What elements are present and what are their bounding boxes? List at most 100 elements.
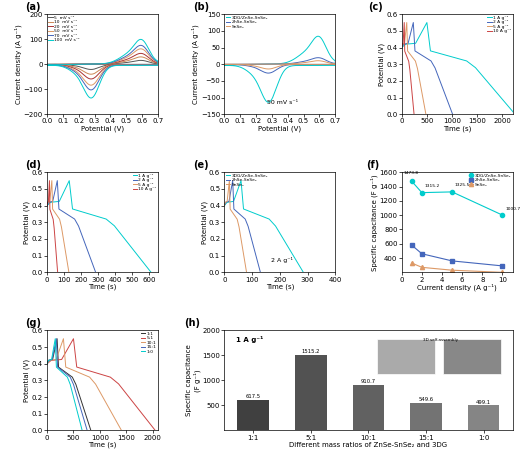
Line: ZnSe-SnSe₂: ZnSe-SnSe₂ — [224, 58, 335, 73]
1 A g⁻¹ — [512, 112, 518, 117]
1 A g⁻¹ — [79, 209, 86, 215]
20  mV s⁻¹ — [140, 51, 146, 57]
1 A g⁻¹ — [402, 42, 408, 48]
15:1 — [69, 379, 75, 385]
ZnSe-SnSe₂ — [259, 61, 265, 67]
10:1 — [44, 361, 50, 367]
Legend: 3DG/ZnSe-SnSe₂, ZnSe-SnSe₂, SnSe₂: 3DG/ZnSe-SnSe₂, ZnSe-SnSe₂, SnSe₂ — [225, 15, 268, 29]
70  mV s⁻¹ — [119, 56, 125, 61]
Text: 1315.2: 1315.2 — [425, 184, 440, 188]
10 A g⁻¹ — [44, 203, 50, 209]
2 A g⁻¹ — [62, 210, 69, 216]
Text: 549.6: 549.6 — [418, 397, 434, 402]
10 A g⁻¹ — [48, 209, 54, 215]
Text: (a): (a) — [25, 2, 40, 12]
5 A g⁻¹ — [66, 270, 72, 275]
Line: 5 A g⁻¹: 5 A g⁻¹ — [402, 23, 426, 114]
SnSe₂ — [238, 241, 245, 246]
Y-axis label: Potential (V): Potential (V) — [24, 201, 30, 244]
2 A g⁻¹ — [61, 209, 67, 215]
1 A g⁻¹ — [109, 221, 115, 227]
SnSe₂ — [221, 203, 228, 209]
ZnSe-SnSe₂ — [315, 55, 321, 61]
Line: 5:1: 5:1 — [47, 339, 155, 430]
3DG/ZnSe-SnSe₂ — [270, 221, 277, 227]
Y-axis label: Potential (V): Potential (V) — [201, 201, 208, 244]
SnSe₂ — [326, 61, 333, 67]
X-axis label: Time (s): Time (s) — [88, 284, 117, 290]
Line: 1:1: 1:1 — [47, 339, 91, 430]
5  mV s⁻¹ — [149, 61, 155, 67]
Line: 3DG/ZnSe-SnSe₂: 3DG/ZnSe-SnSe₂ — [224, 36, 335, 102]
15:1 — [58, 367, 64, 373]
100  mV s⁻¹ — [88, 95, 94, 101]
10  mV s⁻¹ — [138, 54, 144, 60]
2 A g⁻¹ — [82, 241, 88, 246]
5 A g⁻¹ — [44, 200, 51, 206]
50  mV s⁻¹ — [81, 61, 87, 67]
Line: 50  mV s⁻¹: 50 mV s⁻¹ — [47, 49, 158, 85]
Line: 10:1: 10:1 — [47, 339, 121, 430]
2 A g⁻¹ — [418, 53, 425, 58]
5:1 — [47, 358, 53, 364]
70  mV s⁻¹ — [140, 44, 146, 49]
ZnSe-SnSe₂ — [296, 60, 302, 65]
5:1 — [130, 399, 136, 405]
10  mV s⁻¹ — [149, 61, 155, 67]
50  mV s⁻¹ — [44, 62, 50, 68]
10  mV s⁻¹ — [44, 61, 50, 67]
ZnSe-SnSe₂ — [249, 241, 256, 246]
20  mV s⁻¹ — [88, 76, 94, 82]
Text: (f): (f) — [366, 160, 380, 170]
100  mV s⁻¹ — [73, 61, 79, 67]
ZnSe-SnSe₂ — [222, 200, 229, 206]
Line: ZnSe-SnSe₂: ZnSe-SnSe₂ — [410, 243, 505, 268]
Legend: 1 A g⁻¹, 2 A g⁻¹, 5 A g⁻¹, 10 A g⁻¹: 1 A g⁻¹, 2 A g⁻¹, 5 A g⁻¹, 10 A g⁻¹ — [487, 15, 511, 34]
5 A g⁻¹ — [58, 221, 64, 227]
50  mV s⁻¹ — [73, 61, 79, 67]
1 A g⁻¹ — [84, 210, 90, 216]
5 A g⁻¹ — [61, 241, 67, 246]
Text: 910.7: 910.7 — [361, 379, 376, 384]
3DG/ZnSe-SnSe₂ — [259, 61, 265, 67]
ZnSe-SnSe₂ — [221, 203, 228, 209]
X-axis label: Time (s): Time (s) — [443, 126, 471, 132]
5  mV s⁻¹ — [81, 61, 87, 67]
X-axis label: Different mass ratios of ZnSe-SnSe₂ and 3DG: Different mass ratios of ZnSe-SnSe₂ and … — [289, 442, 448, 448]
2 A g⁻¹ — [416, 51, 423, 57]
3DG/ZnSe-SnSe₂ — [317, 35, 324, 41]
Bar — [295, 355, 327, 430]
2 A g⁻¹ — [65, 212, 71, 218]
Legend: 5  mV s⁻¹, 10  mV s⁻¹, 20  mV s⁻¹, 50  mV s⁻¹, 70  mV s⁻¹, 100  mV s⁻¹: 5 mV s⁻¹, 10 mV s⁻¹, 20 mV s⁻¹, 50 mV s⁻… — [48, 15, 81, 43]
Line: 100  mV s⁻¹: 100 mV s⁻¹ — [47, 39, 158, 98]
100  mV s⁻¹ — [81, 61, 87, 67]
Bar — [237, 400, 269, 430]
5:1 — [44, 361, 50, 367]
Text: (e): (e) — [194, 160, 209, 170]
X-axis label: Potential (V): Potential (V) — [81, 126, 124, 132]
10:1 — [103, 399, 109, 405]
20  mV s⁻¹ — [149, 62, 155, 68]
Text: 1325.5: 1325.5 — [455, 184, 470, 187]
ZnSe-SnSe₂ — [322, 61, 328, 67]
3DG/ZnSe-SnSe₂ — [221, 203, 228, 209]
1:1 — [61, 368, 67, 374]
3DG/ZnSe-SnSe₂ — [238, 178, 244, 184]
15:1 — [62, 370, 68, 376]
50  mV s⁻¹ — [149, 62, 155, 68]
X-axis label: Current density (A g⁻¹): Current density (A g⁻¹) — [417, 284, 497, 291]
100  mV s⁻¹ — [149, 62, 155, 68]
Line: 2 A g⁻¹: 2 A g⁻¹ — [47, 181, 96, 272]
70  mV s⁻¹ — [44, 62, 50, 68]
Line: 2 A g⁻¹: 2 A g⁻¹ — [402, 23, 452, 114]
100  mV s⁻¹ — [119, 54, 125, 60]
5  mV s⁻¹ — [144, 61, 151, 67]
ZnSe-SnSe₂ — [237, 212, 244, 218]
5:1 — [88, 368, 94, 374]
X-axis label: Potential (V): Potential (V) — [258, 126, 301, 132]
Line: 10 A g⁻¹: 10 A g⁻¹ — [47, 181, 58, 272]
5:1 — [93, 370, 99, 376]
10 A g⁻¹ — [403, 51, 409, 57]
1:0 — [58, 368, 64, 374]
1:1 — [78, 399, 85, 405]
